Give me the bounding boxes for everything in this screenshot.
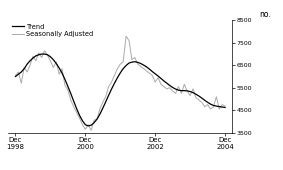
Y-axis label: no.: no. [259, 10, 271, 19]
Legend: Trend, Seasonally Adjusted: Trend, Seasonally Adjusted [12, 24, 94, 37]
